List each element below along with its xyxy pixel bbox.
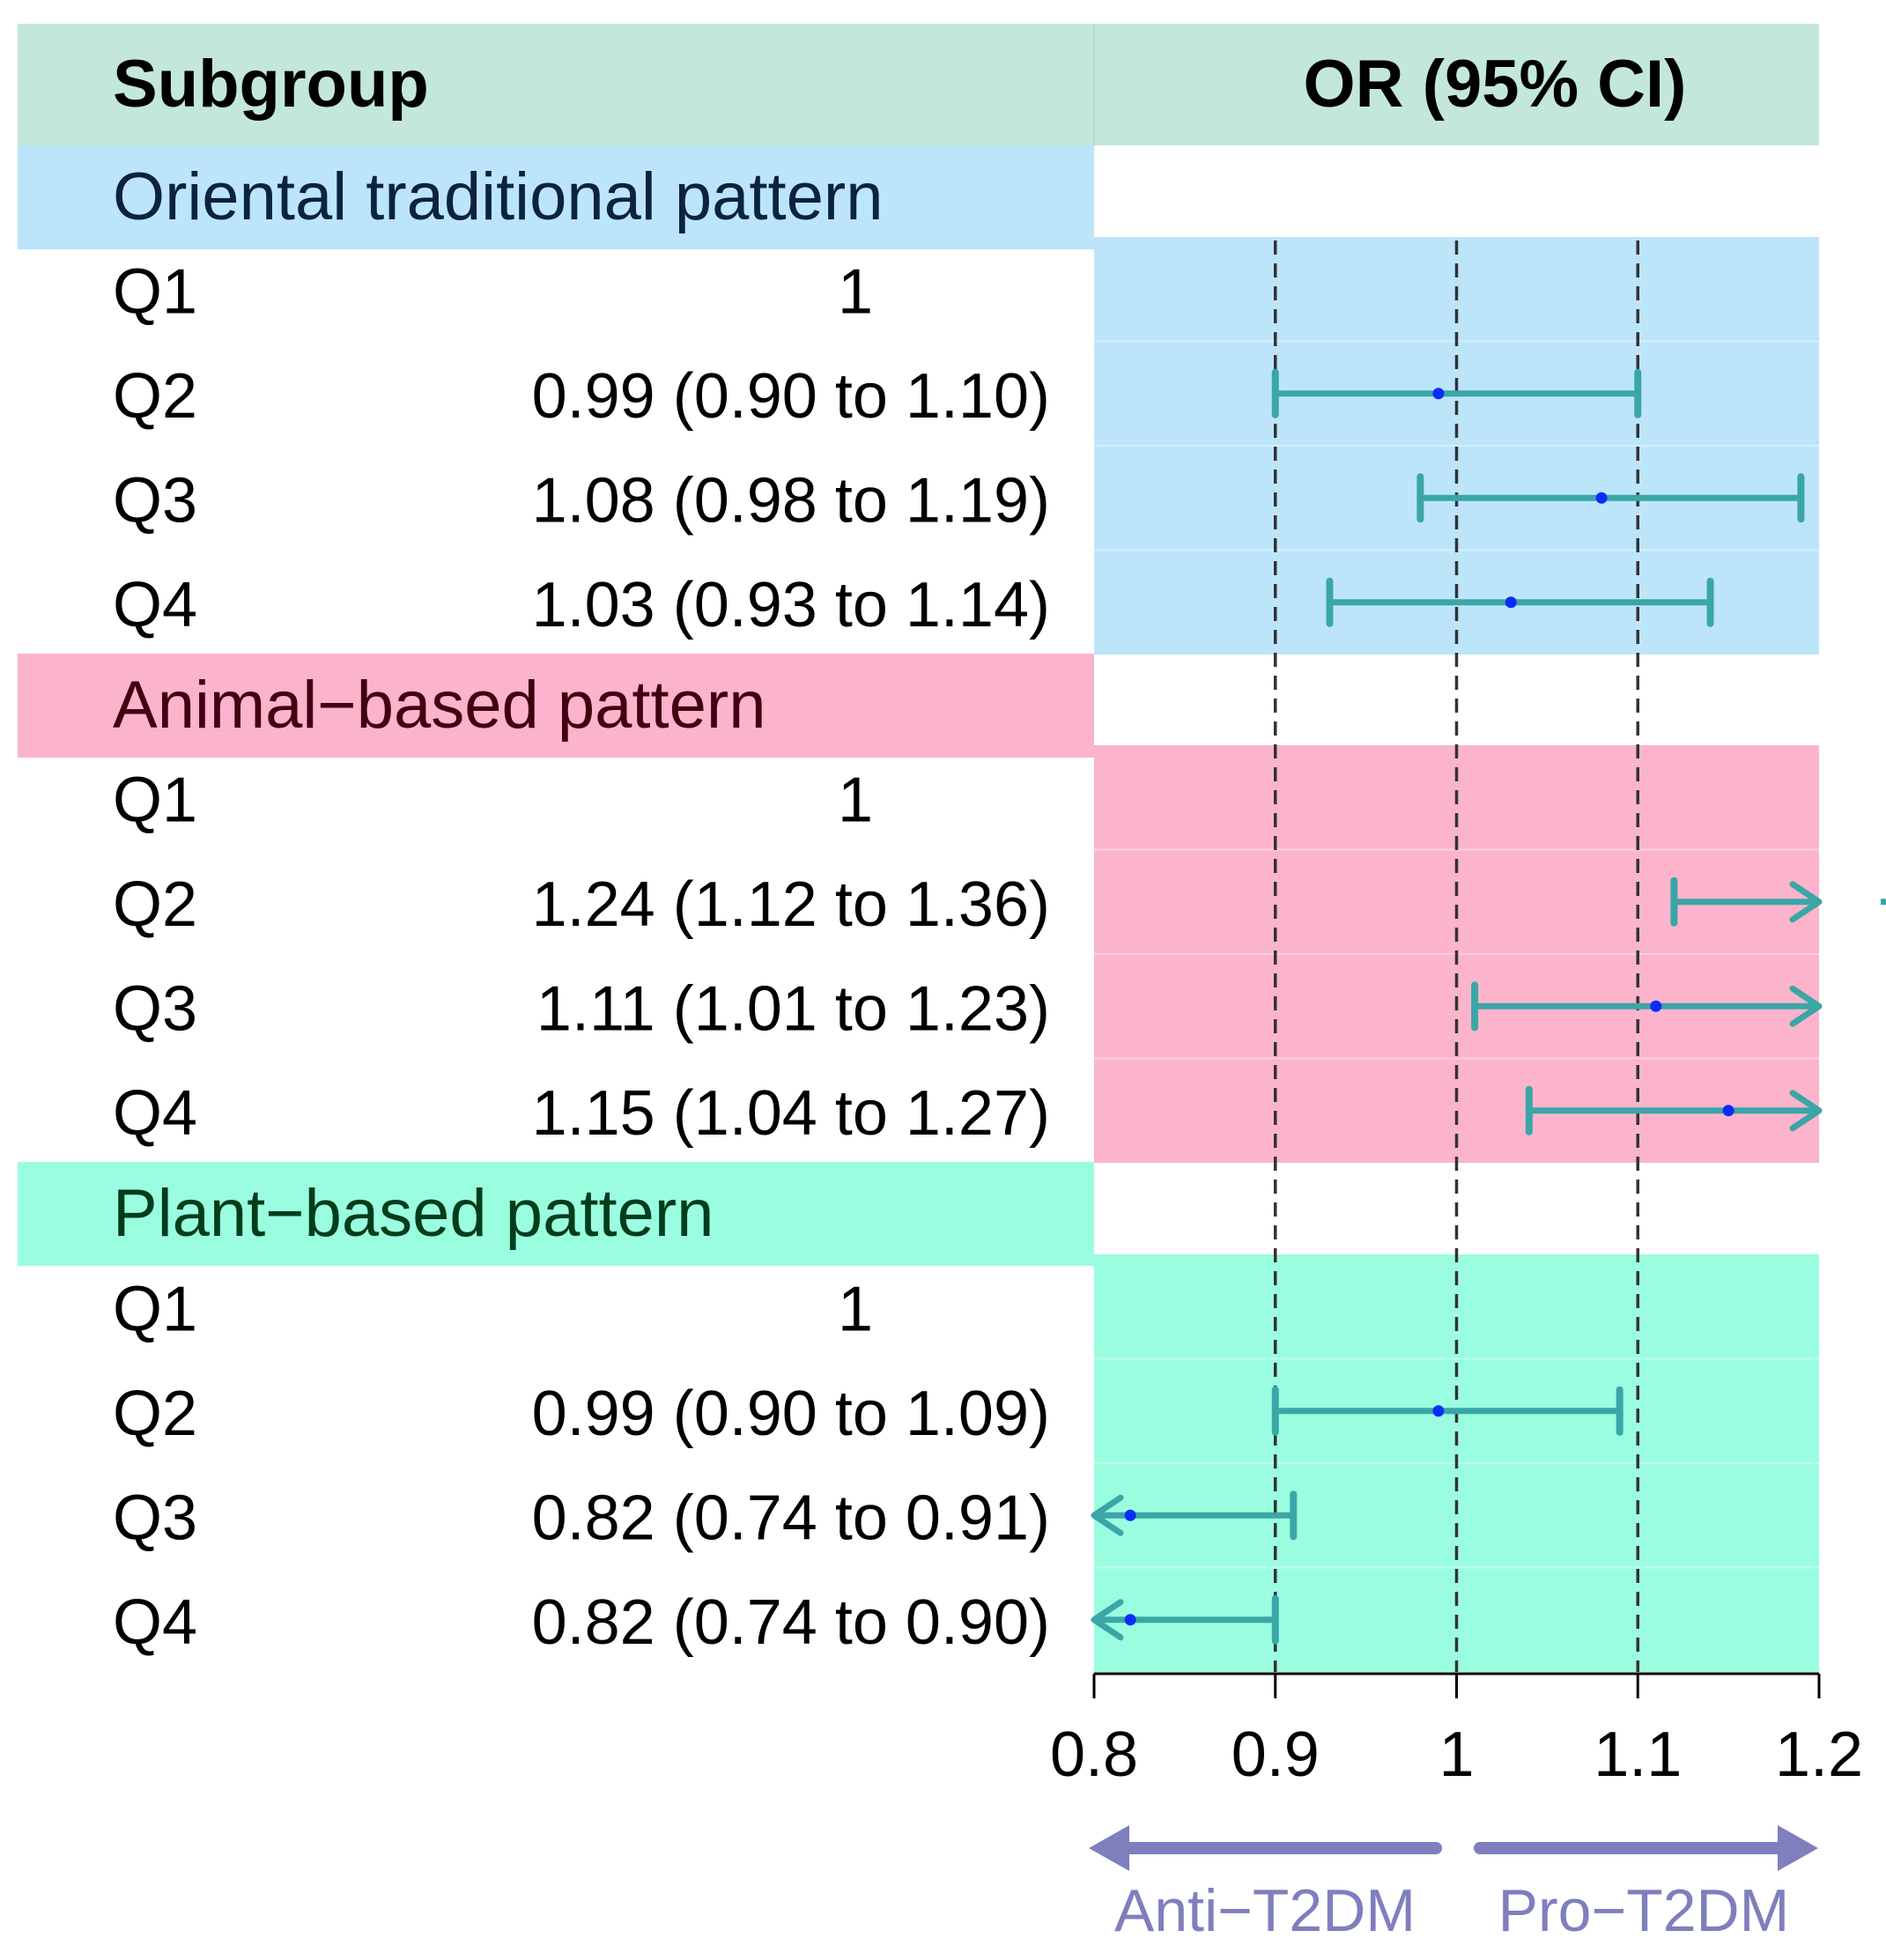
row-label: Q4	[113, 570, 197, 640]
or-ci-text: 1.24 (1.12 to 1.36)	[532, 869, 1050, 940]
or-ci-text: 1	[838, 256, 873, 327]
row-label: Q2	[113, 869, 197, 940]
point-estimate	[1124, 1509, 1136, 1521]
row-label: Q1	[113, 765, 197, 835]
header-band	[18, 24, 1819, 145]
point-estimate	[1595, 492, 1608, 504]
anti-direction-arrowhead	[1089, 1825, 1129, 1871]
x-tick-label: 1.2	[1775, 1720, 1863, 1790]
x-tick-label: 0.9	[1231, 1720, 1320, 1790]
or-ci-text: 1.11 (1.01 to 1.23)	[536, 973, 1050, 1044]
group-label: Oriental traditional pattern	[113, 159, 883, 234]
or-ci-text: 1.03 (0.93 to 1.14)	[532, 570, 1050, 640]
point-estimate	[1432, 1405, 1445, 1417]
group-label-band	[18, 145, 1094, 249]
point-estimate	[1124, 1614, 1136, 1626]
row-label: Q1	[113, 256, 197, 327]
ci-arrow-right	[1789, 881, 1823, 923]
group-label: Animal−based pattern	[113, 668, 765, 743]
header-or-label: OR (95% CI)	[1304, 47, 1687, 122]
or-ci-text: 1	[838, 765, 873, 835]
row-label: Q4	[113, 1078, 197, 1149]
or-ci-text: 0.82 (0.74 to 0.90)	[532, 1587, 1050, 1658]
row-label: Q2	[113, 1379, 197, 1449]
group-label-band	[18, 1162, 1094, 1266]
point-estimate	[1650, 1000, 1662, 1012]
anti-direction-label: Anti−T2DM	[1114, 1877, 1416, 1944]
or-ci-text: 1	[838, 1274, 873, 1344]
or-ci-text: 0.82 (0.74 to 0.91)	[532, 1483, 1050, 1553]
row-label: Q3	[113, 973, 197, 1044]
header-subgroup-label: Subgroup	[113, 47, 429, 122]
pro-direction-label: Pro−T2DM	[1498, 1877, 1790, 1944]
ci-arrow-left	[1091, 1494, 1124, 1536]
row-label: Q3	[113, 1483, 197, 1553]
point-estimate	[1432, 388, 1445, 400]
or-ci-text: 0.99 (0.90 to 1.09)	[532, 1379, 1050, 1449]
or-ci-text: 1.15 (1.04 to 1.27)	[532, 1078, 1050, 1149]
ci-arrow-left	[1091, 1599, 1124, 1641]
group-label: Plant−based pattern	[113, 1176, 714, 1251]
row-label: Q1	[113, 1274, 197, 1344]
ci-arrow-right	[1789, 1090, 1823, 1132]
x-tick-label: 0.8	[1050, 1720, 1138, 1790]
or-ci-text: 1.08 (0.98 to 1.19)	[532, 465, 1050, 536]
pro-direction-arrowhead	[1778, 1825, 1818, 1871]
row-label: Q3	[113, 465, 197, 536]
x-tick-label: 1.1	[1594, 1720, 1682, 1790]
point-estimate	[1722, 1105, 1734, 1117]
ci-arrow-right	[1789, 985, 1823, 1027]
x-tick-label: 1	[1439, 1720, 1474, 1790]
row-label: Q2	[113, 361, 197, 432]
or-ci-text: 0.99 (0.90 to 1.10)	[532, 361, 1050, 432]
row-label: Q4	[113, 1587, 197, 1658]
group-label-band	[18, 654, 1094, 758]
point-estimate	[1505, 596, 1517, 609]
